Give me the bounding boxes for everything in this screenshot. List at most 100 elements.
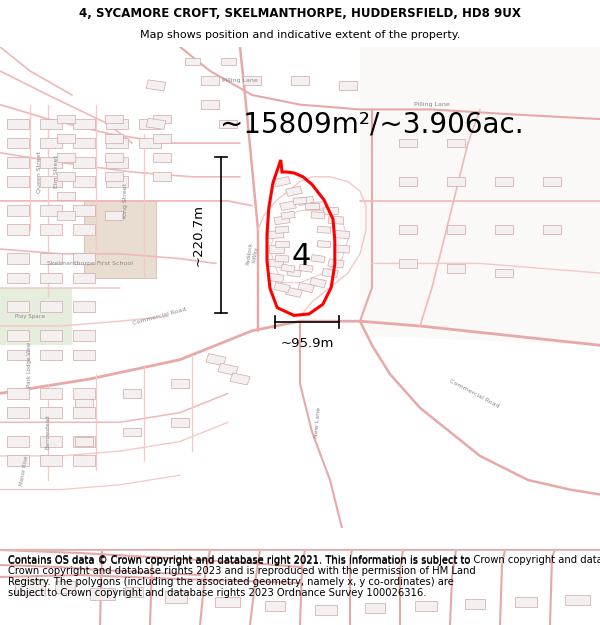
Polygon shape bbox=[40, 408, 62, 418]
Text: Registry. The polygons (including the associated geometry, namely x, y co-ordina: Registry. The polygons (including the as… bbox=[8, 577, 454, 587]
Polygon shape bbox=[334, 245, 350, 253]
Polygon shape bbox=[317, 226, 331, 233]
Polygon shape bbox=[495, 269, 513, 278]
Polygon shape bbox=[139, 119, 161, 129]
Polygon shape bbox=[73, 253, 95, 264]
Text: Crown copyright and database rights 2023 and is reproduced with the permission o: Crown copyright and database rights 2023… bbox=[8, 566, 476, 576]
Polygon shape bbox=[106, 138, 128, 148]
Polygon shape bbox=[40, 349, 62, 360]
Polygon shape bbox=[84, 201, 156, 278]
Polygon shape bbox=[73, 176, 95, 187]
Text: Park Lodge View: Park Lodge View bbox=[28, 342, 32, 387]
Polygon shape bbox=[274, 216, 290, 225]
Text: Map shows position and indicative extent of the property.: Map shows position and indicative extent… bbox=[140, 30, 460, 40]
Polygon shape bbox=[73, 331, 95, 341]
Polygon shape bbox=[495, 226, 513, 234]
Text: Skelmanthorpe First School: Skelmanthorpe First School bbox=[47, 261, 133, 266]
Polygon shape bbox=[206, 354, 226, 366]
Polygon shape bbox=[73, 157, 95, 168]
Polygon shape bbox=[7, 157, 29, 168]
Polygon shape bbox=[57, 153, 75, 162]
Polygon shape bbox=[40, 301, 62, 312]
Polygon shape bbox=[281, 264, 295, 272]
Polygon shape bbox=[274, 282, 290, 292]
Polygon shape bbox=[7, 272, 29, 283]
Polygon shape bbox=[75, 437, 93, 446]
Text: Manor Rise: Manor Rise bbox=[19, 455, 29, 486]
Polygon shape bbox=[201, 76, 219, 85]
Polygon shape bbox=[495, 177, 513, 186]
Polygon shape bbox=[201, 100, 219, 109]
Polygon shape bbox=[305, 202, 319, 209]
Polygon shape bbox=[123, 389, 141, 398]
Polygon shape bbox=[73, 272, 95, 283]
Polygon shape bbox=[447, 264, 465, 272]
Polygon shape bbox=[310, 202, 326, 210]
Polygon shape bbox=[40, 224, 62, 235]
Polygon shape bbox=[106, 119, 128, 129]
Polygon shape bbox=[299, 264, 313, 272]
Bar bbox=[265, 601, 285, 611]
Text: 4, SYCAMORE CROFT, SKELMANTHORPE, HUDDERSFIELD, HD8 9UX: 4, SYCAMORE CROFT, SKELMANTHORPE, HUDDER… bbox=[79, 7, 521, 19]
Polygon shape bbox=[185, 58, 199, 65]
Polygon shape bbox=[268, 273, 284, 282]
Polygon shape bbox=[40, 388, 62, 399]
Polygon shape bbox=[317, 241, 331, 248]
Text: Play Space: Play Space bbox=[15, 314, 45, 319]
Polygon shape bbox=[7, 119, 29, 129]
Polygon shape bbox=[399, 139, 417, 148]
Text: Elm Street: Elm Street bbox=[55, 156, 59, 189]
Polygon shape bbox=[7, 436, 29, 447]
Polygon shape bbox=[40, 157, 62, 168]
Polygon shape bbox=[311, 212, 325, 219]
Polygon shape bbox=[280, 201, 296, 211]
Text: Contains OS data © Crown copyright and database right 2021. This information is : Contains OS data © Crown copyright and d… bbox=[8, 555, 600, 565]
Polygon shape bbox=[57, 134, 75, 142]
Polygon shape bbox=[57, 211, 75, 219]
Polygon shape bbox=[219, 119, 237, 128]
Polygon shape bbox=[399, 226, 417, 234]
Polygon shape bbox=[275, 255, 289, 262]
Polygon shape bbox=[7, 388, 29, 399]
Polygon shape bbox=[73, 436, 95, 447]
Polygon shape bbox=[339, 81, 357, 90]
Polygon shape bbox=[106, 157, 128, 168]
Polygon shape bbox=[146, 80, 166, 91]
Polygon shape bbox=[243, 76, 261, 85]
Polygon shape bbox=[73, 349, 95, 360]
Polygon shape bbox=[298, 196, 314, 206]
Polygon shape bbox=[334, 231, 350, 239]
Polygon shape bbox=[73, 205, 95, 216]
Polygon shape bbox=[7, 176, 29, 187]
Bar bbox=[465, 599, 485, 609]
Polygon shape bbox=[40, 456, 62, 466]
Polygon shape bbox=[105, 115, 123, 123]
Polygon shape bbox=[0, 288, 72, 345]
Polygon shape bbox=[7, 138, 29, 148]
Polygon shape bbox=[7, 205, 29, 216]
Text: Paddock
K-Way: Paddock K-Way bbox=[245, 242, 259, 266]
Polygon shape bbox=[73, 301, 95, 312]
Polygon shape bbox=[40, 253, 62, 264]
Text: ~95.9m: ~95.9m bbox=[280, 338, 334, 350]
Text: Barrowstead: Barrowstead bbox=[46, 414, 50, 449]
Bar bbox=[315, 605, 337, 615]
Bar bbox=[125, 587, 143, 597]
Polygon shape bbox=[311, 254, 325, 262]
Polygon shape bbox=[57, 173, 75, 181]
Text: King Street: King Street bbox=[124, 183, 128, 218]
Polygon shape bbox=[73, 138, 95, 148]
Polygon shape bbox=[153, 115, 171, 123]
Polygon shape bbox=[322, 269, 338, 278]
Text: Commercial Road: Commercial Road bbox=[131, 307, 187, 326]
Text: Commercial Road: Commercial Road bbox=[448, 378, 500, 409]
Polygon shape bbox=[328, 216, 344, 224]
Polygon shape bbox=[171, 418, 189, 427]
Polygon shape bbox=[123, 428, 141, 436]
Polygon shape bbox=[360, 47, 600, 345]
Polygon shape bbox=[105, 211, 123, 219]
Polygon shape bbox=[57, 192, 75, 201]
Polygon shape bbox=[323, 207, 337, 214]
Polygon shape bbox=[139, 138, 161, 148]
Polygon shape bbox=[153, 134, 171, 142]
